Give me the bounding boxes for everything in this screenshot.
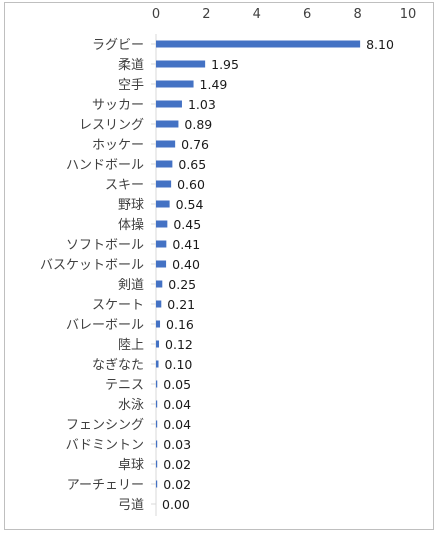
category-label: フェンシング <box>66 418 144 433</box>
category-label: バスケットボール <box>40 258 144 273</box>
category-label: 剣道 <box>118 278 144 293</box>
bar <box>156 220 168 228</box>
bar <box>156 240 167 248</box>
chart-frame: 0 2 4 6 8 10 ラグビー 8.10 柔道 1.95 空手 1.49 サッカー 1.03 レスリング… <box>4 2 434 530</box>
data-label: 0.65 <box>178 157 206 172</box>
bar <box>156 160 173 168</box>
bar <box>156 40 361 48</box>
data-label: 0.04 <box>163 397 191 412</box>
bar <box>156 60 206 68</box>
bar-chart: 0 2 4 6 8 10 ラグビー 8.10 柔道 1.95 空手 1.49 サッカー 1.03 レスリング… <box>40 7 417 516</box>
data-label: 0.21 <box>167 297 195 312</box>
bar <box>156 480 158 488</box>
category-label: サッカー <box>92 98 144 113</box>
category-label: 陸上 <box>118 337 144 353</box>
category-label: バドミントン <box>66 438 144 453</box>
data-label: 0.03 <box>163 437 191 452</box>
bar <box>156 360 159 368</box>
bar <box>156 300 162 308</box>
x-tick-label: 4 <box>253 7 261 22</box>
bar <box>156 440 158 448</box>
data-label: 1.49 <box>200 77 228 92</box>
bar <box>156 420 158 428</box>
category-label: 柔道 <box>118 58 144 73</box>
data-label: 0.05 <box>163 377 191 392</box>
data-label: 0.60 <box>177 177 205 192</box>
category-label: テニス <box>105 378 144 393</box>
data-label: 0.89 <box>184 117 212 132</box>
x-tick-label: 6 <box>303 7 311 22</box>
bar <box>156 340 160 348</box>
data-label: 0.25 <box>168 277 196 292</box>
category-label: 卓球 <box>118 458 144 473</box>
category-label: ソフトボール <box>66 238 144 253</box>
bar <box>156 80 194 88</box>
category-label: スケート <box>92 298 144 313</box>
category-label: 水泳 <box>118 398 144 413</box>
x-tick-label: 0 <box>152 7 160 22</box>
data-label: 0.40 <box>172 257 200 272</box>
data-label: 0.12 <box>165 337 193 352</box>
category-label: 体操 <box>118 217 144 233</box>
bar <box>156 100 182 108</box>
category-label: なぎなた <box>92 358 144 373</box>
data-label: 1.03 <box>188 97 216 112</box>
data-label: 0.54 <box>176 197 204 212</box>
bar <box>156 460 158 468</box>
category-label: アーチェリー <box>67 478 144 493</box>
bar <box>156 280 163 288</box>
data-label: 0.16 <box>166 317 194 332</box>
category-label: スキー <box>105 178 144 193</box>
data-label: 8.10 <box>366 37 394 52</box>
data-label: 0.41 <box>172 237 200 252</box>
category-label: ホッケー <box>92 138 144 153</box>
bar <box>156 320 161 328</box>
bar <box>156 200 170 208</box>
category-label: バレーボール <box>66 318 144 333</box>
category-label: 弓道 <box>118 498 144 513</box>
bar <box>156 260 167 268</box>
data-label: 0.45 <box>173 217 201 232</box>
category-label: ハンドボール <box>66 158 144 173</box>
x-tick-label: 2 <box>202 7 210 22</box>
data-label: 0.02 <box>163 457 191 472</box>
bar <box>156 140 176 148</box>
bar <box>156 380 158 388</box>
data-label: 0.76 <box>181 137 209 152</box>
bar <box>156 400 158 408</box>
category-label: 空手 <box>118 78 144 93</box>
data-label: 0.10 <box>165 357 193 372</box>
data-label: 0.00 <box>162 497 190 512</box>
category-label: レスリング <box>79 118 144 133</box>
data-label: 0.04 <box>163 417 191 432</box>
category-label: ラグビー <box>92 38 144 53</box>
bar <box>156 120 179 128</box>
category-label: 野球 <box>118 198 144 213</box>
x-tick-label: 8 <box>353 7 361 22</box>
bar <box>156 180 172 188</box>
data-label: 0.02 <box>163 477 191 492</box>
data-label: 1.95 <box>211 57 239 72</box>
x-tick-label: 10 <box>400 7 417 22</box>
